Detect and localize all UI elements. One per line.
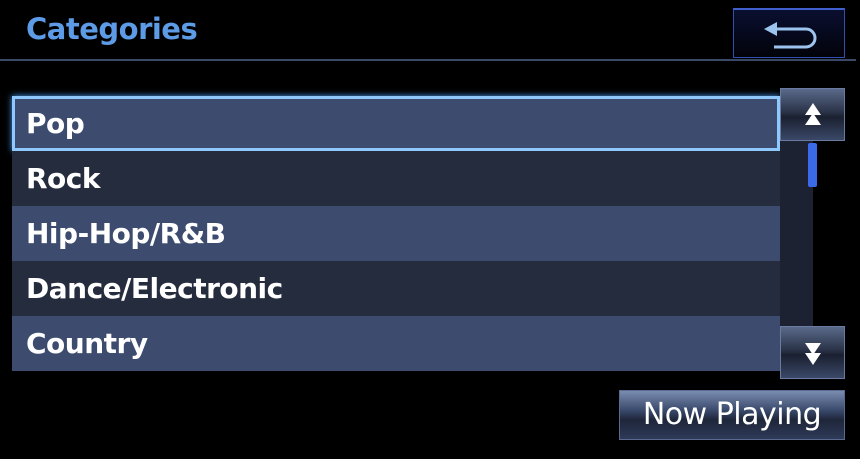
list-item-hip-hop[interactable]: Hip-Hop/R&B bbox=[12, 206, 780, 261]
category-list: Pop Rock Hip-Hop/R&B Dance/Electronic Co… bbox=[12, 96, 780, 371]
list-item-label: Rock bbox=[26, 162, 101, 195]
page-title: Categories bbox=[26, 12, 198, 46]
list-item-label: Pop bbox=[26, 107, 85, 140]
back-button[interactable] bbox=[733, 8, 845, 58]
list-item-label: Hip-Hop/R&B bbox=[26, 217, 226, 250]
list-item-country[interactable]: Country bbox=[12, 316, 780, 371]
return-arrow-icon bbox=[764, 22, 817, 49]
double-up-arrow-icon bbox=[804, 103, 821, 125]
header-divider bbox=[0, 59, 856, 61]
list-item-pop[interactable]: Pop bbox=[12, 96, 780, 151]
scrollbar-track[interactable] bbox=[780, 140, 813, 330]
scrollbar-thumb[interactable] bbox=[808, 143, 817, 187]
list-item-label: Dance/Electronic bbox=[26, 272, 283, 305]
list-item-label: Country bbox=[26, 327, 148, 360]
list-item-dance[interactable]: Dance/Electronic bbox=[12, 261, 780, 316]
double-down-arrow-icon bbox=[804, 343, 821, 365]
scroll-down-button[interactable] bbox=[780, 326, 845, 379]
scroll-up-button[interactable] bbox=[780, 88, 845, 141]
list-item-rock[interactable]: Rock bbox=[12, 151, 780, 206]
now-playing-button[interactable]: Now Playing bbox=[619, 390, 845, 440]
